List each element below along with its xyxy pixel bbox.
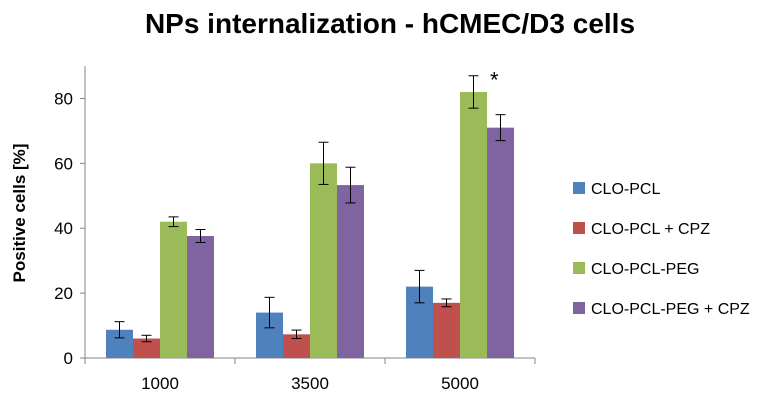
y-tick-label: 20 [54, 284, 73, 303]
bar [310, 163, 337, 358]
y-axis-title: Positive cells [%] [10, 144, 29, 283]
legend: CLO-PCL CLO-PCL + CPZ CLO-PCL-PEG CLO-PCL-P… [573, 181, 750, 318]
y-tick-label: 0 [64, 349, 73, 368]
x-tick-label: 3500 [291, 374, 329, 393]
y-tick-label: 40 [54, 219, 73, 238]
legend-label: CLO-PCL-PEG + CPZ [591, 301, 750, 318]
x-tick-label: 5000 [441, 374, 479, 393]
legend-label: CLO-PCL + CPZ [591, 221, 710, 238]
y-tick-label: 60 [54, 154, 73, 173]
bar [337, 185, 364, 358]
bar [283, 334, 310, 358]
bar [187, 236, 214, 358]
bar [487, 127, 514, 359]
bar [160, 221, 187, 358]
significance-marker: * [490, 68, 499, 93]
legend-swatch [573, 222, 585, 234]
chart-title: NPs internalization - hCMEC/D3 cells [145, 8, 635, 39]
x-tick-label: 1000 [141, 374, 179, 393]
legend-label: CLO-PCL [591, 181, 660, 198]
legend-swatch [573, 262, 585, 274]
y-tick-label: 80 [54, 89, 73, 108]
legend-label: CLO-PCL-PEG [591, 261, 699, 278]
legend-swatch [573, 182, 585, 194]
bar [133, 338, 160, 358]
bar [460, 91, 487, 358]
bar [433, 302, 460, 358]
legend-swatch [573, 302, 585, 314]
